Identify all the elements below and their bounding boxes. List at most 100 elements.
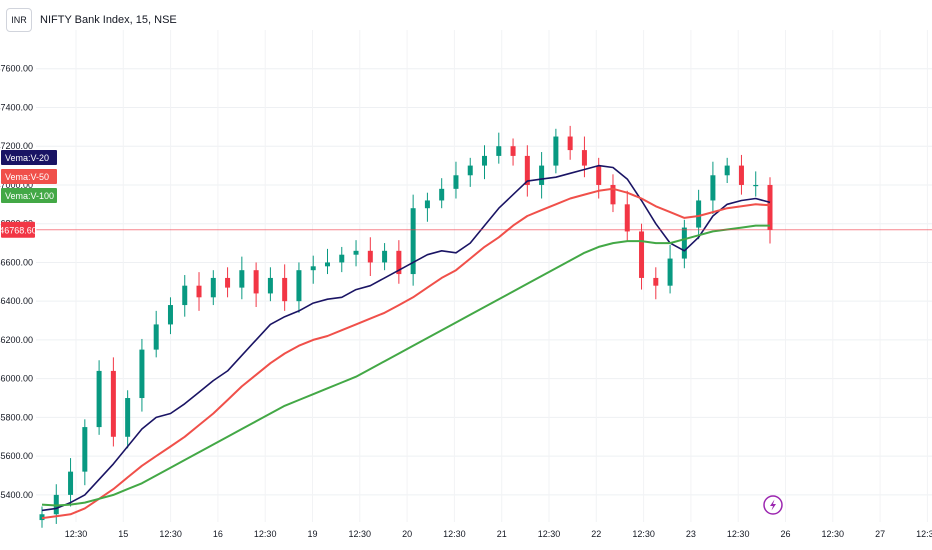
- x-tick-label: 19: [307, 529, 317, 539]
- candle-body: [581, 150, 587, 166]
- candle-body: [567, 136, 573, 151]
- y-tick-label: 45800.00: [0, 412, 33, 422]
- candle-body: [253, 270, 259, 294]
- x-tick-label: 16: [213, 529, 223, 539]
- legend-label-bg: [1, 169, 57, 184]
- candle-body: [724, 165, 730, 176]
- title-bar: INR NIFTY Bank Index, 15, NSE: [6, 8, 177, 32]
- legend-label-bg: [1, 188, 57, 203]
- symbol-title[interactable]: NIFTY Bank Index, 15, NSE: [40, 14, 177, 26]
- candle-body: [153, 324, 159, 350]
- candle-body: [82, 427, 88, 472]
- candle-body: [267, 277, 273, 294]
- candle-body: [282, 277, 288, 302]
- vema-lines: [41, 164, 771, 520]
- candle-body: [738, 165, 744, 185]
- y-tick-label: 45600.00: [0, 451, 33, 461]
- last-price-badge: [1, 221, 35, 238]
- candle-body: [167, 305, 173, 325]
- y-tick-label: 47200.00: [0, 141, 33, 151]
- candle-body: [210, 277, 216, 298]
- candle-body: [125, 398, 131, 437]
- candle-body: [196, 285, 202, 298]
- y-tick-label: 47000.00: [0, 180, 33, 190]
- x-tick-label: 27: [875, 529, 885, 539]
- candle-body: [324, 262, 330, 267]
- candle-body: [424, 200, 430, 209]
- y-tick-label: 47600.00: [0, 64, 33, 74]
- legend-label-bg: [1, 150, 57, 165]
- last-price: 46768.60: [0, 221, 932, 238]
- candle-body: [110, 370, 116, 437]
- x-axis: 12:30 15 12:30 16 12:30 19 12:30 20 12:30 21 12:30…: [65, 529, 932, 539]
- candle-body: [553, 136, 559, 166]
- candle-body: [681, 227, 687, 259]
- y-tick-label: 46600.00: [0, 257, 33, 267]
- candle-body: [710, 175, 716, 201]
- candle-body: [453, 175, 459, 189]
- candle-body: [310, 266, 316, 271]
- candle-body: [239, 270, 245, 288]
- lightning-icon-bolt: [770, 499, 776, 511]
- candle-body: [524, 155, 530, 185]
- currency-button[interactable]: INR: [6, 8, 32, 32]
- x-tick-label: 20: [402, 529, 412, 539]
- candle-body: [496, 146, 502, 156]
- x-tick-label: 12:30: [159, 529, 182, 539]
- x-tick-label: 12:30: [443, 529, 466, 539]
- candle-body: [410, 208, 416, 275]
- candle-body: [696, 200, 702, 228]
- candle-body: [296, 270, 302, 302]
- lightning-icon: [763, 495, 783, 515]
- candle-body: [96, 370, 102, 428]
- x-tick-label: 12:30: [822, 529, 845, 539]
- x-tick-label: 12:30: [538, 529, 561, 539]
- candle-body: [382, 250, 388, 263]
- candle-body: [482, 155, 488, 166]
- x-tick-label: 12:30: [632, 529, 655, 539]
- y-tick-label: 45400.00: [0, 490, 33, 500]
- vema-line-3: [41, 224, 770, 507]
- candle-body: [339, 254, 345, 263]
- candle-body: [610, 184, 616, 205]
- candle-body: [753, 184, 759, 187]
- x-tick-label: 21: [497, 529, 507, 539]
- x-tick-label: 23: [686, 529, 696, 539]
- event-marker: [763, 495, 783, 515]
- x-tick-label: 12:30: [349, 529, 372, 539]
- candle-body: [467, 165, 473, 176]
- legend-label: Vema:V-100: [5, 191, 54, 201]
- y-tick-label: 46000.00: [0, 374, 33, 384]
- candle-body: [367, 250, 373, 263]
- grid: [36, 30, 932, 522]
- y-axis: 45400.00 45600.00 45800.00 46000.00 46200.00…: [0, 64, 33, 500]
- indicator-legend: Vema:V-20 Vema:V-50 Vema:V-100: [1, 150, 57, 203]
- candle-body: [653, 277, 659, 286]
- candle-body: [182, 285, 188, 306]
- candle-body: [439, 188, 445, 201]
- y-tick-label: 47400.00: [0, 102, 33, 112]
- candle-body: [667, 258, 673, 286]
- candle-body: [510, 146, 516, 156]
- x-tick-label: 12:30: [65, 529, 88, 539]
- candle-body: [624, 204, 630, 232]
- candle-body: [639, 231, 645, 278]
- candle-body: [396, 250, 402, 275]
- y-tick-label: 46200.00: [0, 335, 33, 345]
- x-tick-label: 22: [591, 529, 601, 539]
- candle-body: [139, 349, 145, 399]
- legend-label: Vema:V-20: [5, 153, 49, 163]
- x-tick-label: 15: [118, 529, 128, 539]
- candle-body: [596, 165, 602, 185]
- last-price-label: 46768.60: [0, 225, 37, 235]
- candle-body: [68, 471, 74, 495]
- candle-body: [767, 184, 773, 230]
- legend-label: Vema:V-50: [5, 172, 49, 182]
- candles: [39, 125, 773, 528]
- x-tick-label: 12:30: [916, 529, 932, 539]
- x-tick-label: 26: [780, 529, 790, 539]
- candle-body: [225, 277, 231, 288]
- x-tick-label: 12:30: [254, 529, 277, 539]
